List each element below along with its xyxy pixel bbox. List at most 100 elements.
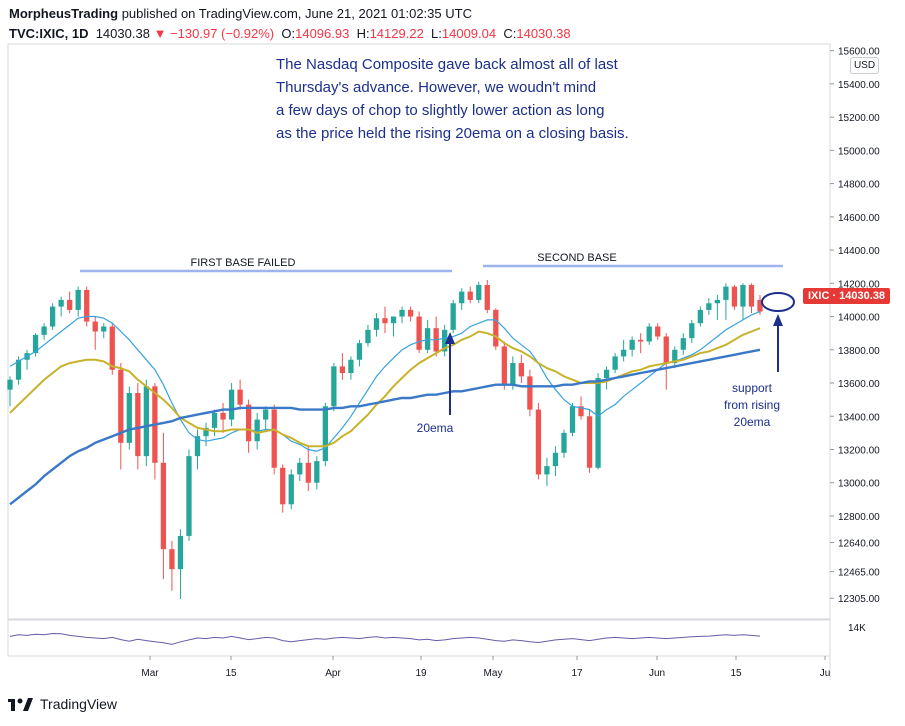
publish-header: MorpheusTrading published on TradingView…: [9, 6, 472, 21]
price-tick-label: 13400.00: [838, 412, 880, 423]
candle-body: [416, 316, 422, 350]
second-base-label: SECOND BASE: [537, 252, 616, 264]
candle-body: [501, 346, 507, 385]
candle-body: [211, 412, 218, 428]
last-price: 14030.38: [95, 26, 150, 41]
volume-pane[interactable]: [7, 619, 831, 657]
candle-body: [245, 404, 252, 442]
support-label-1: support: [732, 381, 773, 395]
candle-body: [305, 462, 311, 483]
candle-body: [714, 299, 721, 304]
open-value: 14096.93: [295, 26, 350, 41]
candle-body: [603, 369, 610, 379]
candle-body: [101, 326, 107, 332]
publish-info: published on TradingView.com, June 21, 2…: [121, 6, 472, 21]
price-tick-label: 13200.00: [838, 445, 880, 456]
price-tick-label: 12640.00: [838, 539, 880, 550]
candle-body: [297, 462, 303, 475]
price-tick-label: 13600.00: [838, 379, 880, 390]
price-tick-label: 12800.00: [838, 512, 880, 523]
candle-body: [467, 291, 473, 300]
candle-body: [629, 339, 635, 350]
candle-body: [595, 378, 601, 468]
currency-button[interactable]: USD: [850, 57, 879, 74]
candle-body: [365, 329, 371, 344]
candle-body: [476, 284, 482, 300]
candle-body: [109, 326, 115, 370]
close-value: 14030.38: [516, 26, 571, 41]
price-tick-label: 14000.00: [838, 313, 880, 324]
volume-axis-label: 14K: [848, 623, 866, 634]
candle-body: [586, 416, 593, 468]
candle-body: [228, 389, 235, 420]
candle-body: [237, 389, 243, 405]
candle-body: [263, 409, 269, 420]
candle-body: [535, 409, 542, 475]
candle-body: [203, 427, 209, 437]
candle-body: [612, 356, 618, 370]
candle-body: [697, 309, 703, 324]
candle-body: [194, 436, 201, 457]
candle-body: [544, 466, 550, 475]
time-axis[interactable]: Mar 15 Apr 19 May 17 Jun 15 Ju: [141, 656, 830, 679]
footer-brand[interactable]: TradingView: [8, 696, 117, 712]
candle-body: [723, 286, 729, 300]
time-tick-label: 15: [225, 668, 237, 679]
support-circle: [761, 292, 795, 312]
candle-body: [331, 366, 337, 407]
support-arrow-head-icon: [773, 314, 783, 326]
brand-name: TradingView: [40, 696, 118, 712]
high-label: H:: [356, 26, 370, 41]
candle-body: [399, 309, 405, 317]
support-label-2: from rising: [724, 398, 780, 412]
candle-body: [424, 328, 431, 350]
close-label: C:: [503, 26, 517, 41]
candle-body: [442, 329, 448, 352]
candle-body: [135, 392, 141, 457]
first-base-label: FIRST BASE FAILED: [191, 257, 296, 269]
price-tick-label: 13800.00: [838, 346, 880, 357]
price-axis[interactable]: 15600.00 15400.00 15200.00 15000.00 14800.00…: [830, 47, 880, 606]
candle-body: [41, 326, 47, 335]
candle-body: [459, 291, 465, 304]
candle-body: [493, 309, 499, 347]
author-name[interactable]: MorpheusTrading: [9, 6, 119, 21]
candle-body: [177, 535, 184, 570]
low-label: L:: [431, 26, 442, 41]
candle-body: [689, 323, 695, 339]
time-tick-label: 17: [571, 668, 583, 679]
candle-body: [569, 406, 576, 433]
symbol-label[interactable]: TVC:IXIC, 1D: [9, 26, 89, 41]
moving-averages: [9, 311, 761, 506]
candle-body: [7, 379, 13, 390]
candle-body: [510, 363, 516, 385]
candle-body: [561, 432, 567, 453]
candle-body: [32, 334, 39, 354]
candle-body: [518, 363, 525, 377]
candle-body: [731, 286, 738, 307]
candle-body: [160, 462, 167, 550]
candle-body: [169, 549, 175, 570]
price-tick-label: 14400.00: [838, 246, 880, 257]
price-tick-label: 15400.00: [838, 80, 880, 91]
candle-body: [126, 392, 132, 443]
tradingview-logo-icon: [8, 698, 33, 711]
volume-line: [9, 632, 761, 645]
candle-body: [578, 406, 584, 417]
candle-body: [484, 284, 490, 310]
candle-body: [143, 386, 150, 457]
change-value: −130.97 (−0.92%): [170, 26, 275, 41]
price-tick-label: 12465.00: [838, 568, 880, 579]
time-tick-label: Apr: [325, 668, 341, 679]
price-tick-label: 13000.00: [838, 479, 880, 490]
ema-fast-line: [9, 311, 761, 452]
candle-body: [314, 461, 320, 483]
candle-body: [58, 299, 64, 307]
annotation-line-3: a few days of chop to slightly lower act…: [276, 102, 605, 119]
candle-body: [49, 306, 56, 327]
price-tick-label: 15200.00: [838, 113, 880, 124]
price-tick-label: 14800.00: [838, 180, 880, 191]
candle-body: [373, 318, 380, 330]
open-label: O:: [281, 26, 296, 41]
